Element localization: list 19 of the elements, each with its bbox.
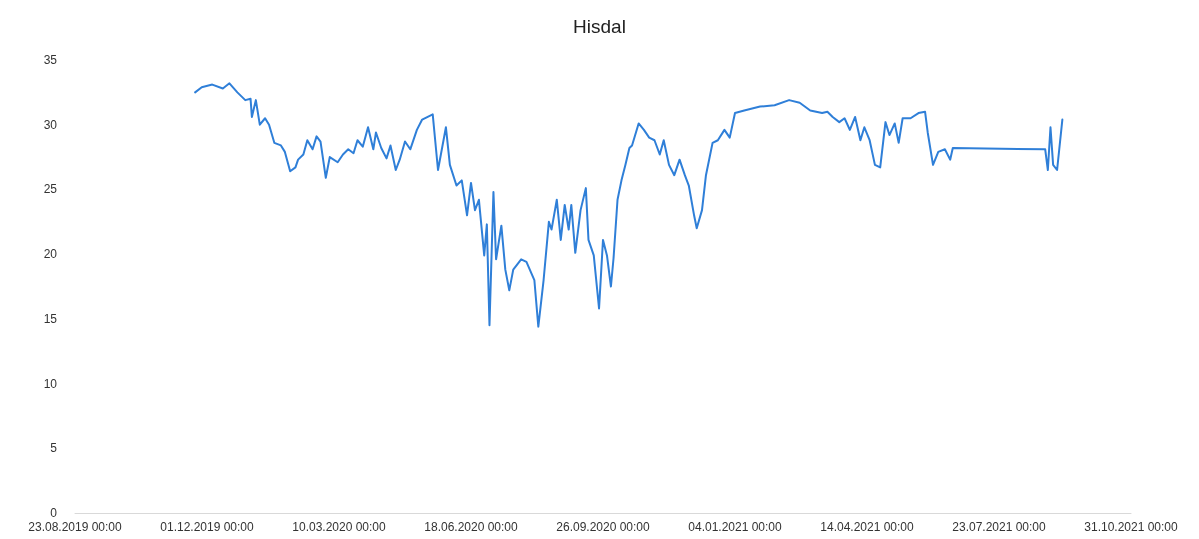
x-tick-label: 01.12.2019 00:00 xyxy=(160,520,255,534)
x-tick-label: 23.07.2021 00:00 xyxy=(952,520,1047,534)
x-tick-label: 10.03.2020 00:00 xyxy=(292,520,387,534)
x-tick-label: 26.09.2020 00:00 xyxy=(556,520,651,534)
y-tick-label: 35 xyxy=(43,53,58,67)
x-tick-label: 23.08.2019 00:00 xyxy=(28,520,123,534)
y-tick-label: 30 xyxy=(43,117,58,132)
line-series xyxy=(194,82,1064,328)
y-tick-label: 15 xyxy=(43,311,58,326)
x-tick-label: 31.10.2021 00:00 xyxy=(1084,520,1179,534)
y-tick-label: 20 xyxy=(43,247,58,262)
y-tick-label: 5 xyxy=(50,441,58,456)
y-tick-label: 25 xyxy=(43,182,58,197)
y-tick-label: 10 xyxy=(43,376,58,391)
x-tick-label: 18.06.2020 00:00 xyxy=(424,520,519,534)
y-tick-label: 0 xyxy=(50,506,58,520)
x-tick-label: 04.01.2021 00:00 xyxy=(688,520,783,534)
chart-title: Hisdal xyxy=(573,16,626,37)
x-tick-label: 14.04.2021 00:00 xyxy=(820,520,915,534)
